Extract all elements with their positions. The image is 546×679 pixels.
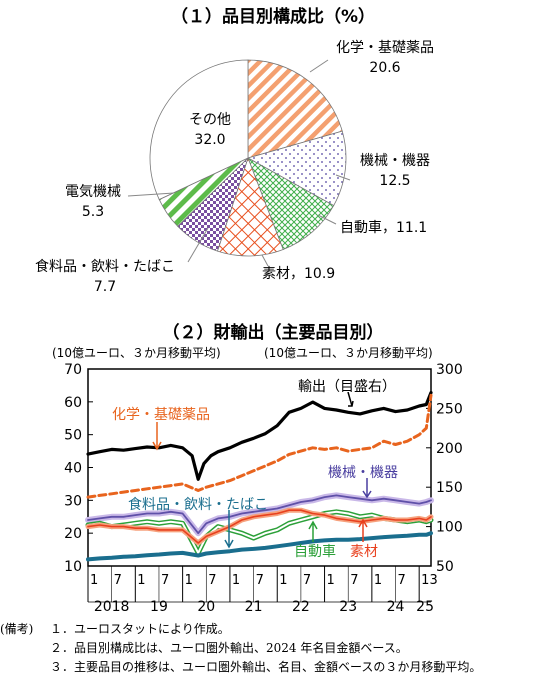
label-materials: 素材 bbox=[350, 544, 378, 560]
arrow-machinery bbox=[362, 478, 372, 499]
slice-name: 素材 bbox=[262, 266, 290, 282]
note-line-1: １．ユーロスタットにより作成。 bbox=[50, 622, 230, 636]
left-tick-label: 20 bbox=[64, 526, 82, 542]
x-year-label: 24 bbox=[387, 599, 405, 615]
slice-value: 10.9 bbox=[304, 266, 336, 282]
x-year-label: 20 bbox=[197, 599, 215, 615]
pie-label-electrical: 電気機械 5.3 bbox=[58, 182, 128, 222]
pie-slice-2 bbox=[247, 157, 335, 250]
right-tick-label: 300 bbox=[436, 362, 463, 378]
x-year-label: 25 bbox=[416, 599, 434, 615]
note-line-2: ２．品目別構成比は、ユーロ圏外輸出、2024 年名目金額ベース。 bbox=[50, 641, 408, 655]
label-chemicals: 化学・基礎薬品 bbox=[112, 407, 210, 423]
slice-name: 機械・機器 bbox=[360, 153, 430, 169]
left-tick-label: 30 bbox=[64, 493, 82, 509]
x-month-label: 1 bbox=[137, 573, 145, 588]
x-year-label: 22 bbox=[292, 599, 310, 615]
line-title: （２）財輸出（主要品目別） bbox=[162, 323, 384, 343]
label-exports: 輸出（目盛右） bbox=[298, 379, 396, 395]
x-month-label: 7 bbox=[303, 573, 311, 588]
pie-label-machinery: 機械・機器 12.5 bbox=[350, 151, 440, 191]
label-food: 食料品・飲料・たばこ bbox=[128, 497, 268, 513]
pie-slice-0 bbox=[247, 59, 343, 159]
left-tick-label: 10 bbox=[64, 559, 82, 575]
slice-name: 化学・基礎薬品 bbox=[336, 40, 434, 56]
pie-label-chemicals: 化学・基礎薬品 20.6 bbox=[330, 38, 440, 78]
left-tick-label: 40 bbox=[64, 461, 82, 477]
note-line-3: ３．主要品目の推移は、ユーロ圏外輸出、名目、金額ベースの３か月移動平均。 bbox=[50, 660, 482, 674]
series-line-2-inner bbox=[87, 494, 432, 535]
slice-value: 12.5 bbox=[379, 173, 411, 189]
pie-slice-3 bbox=[216, 156, 284, 257]
arrow-exports bbox=[347, 392, 354, 407]
x-month-label: 7 bbox=[256, 573, 264, 588]
x-month-label: 7 bbox=[398, 573, 406, 588]
slice-value: 5.3 bbox=[81, 204, 105, 220]
x-month-label: 13 bbox=[421, 573, 438, 588]
slice-value: 7.7 bbox=[93, 279, 117, 295]
pie-slice-1 bbox=[246, 130, 347, 207]
x-month-label: 1 bbox=[90, 573, 98, 588]
pie-label-food: 食料品・飲料・たばこ 7.7 bbox=[20, 257, 190, 297]
slice-value: 11.1 bbox=[396, 220, 428, 236]
x-month-label: 7 bbox=[114, 573, 122, 588]
pie-label-materials: 素材，10.9 bbox=[262, 266, 336, 282]
pie-slice-6 bbox=[149, 59, 249, 201]
x-month-label: 1 bbox=[279, 573, 287, 588]
left-tick-label: 50 bbox=[64, 428, 82, 444]
label-automobiles: 自動車 bbox=[294, 544, 336, 560]
left-tick-label: 60 bbox=[64, 395, 82, 411]
slice-name: 電気機械 bbox=[65, 184, 121, 200]
x-year-label: 23 bbox=[339, 599, 357, 615]
x-year-label: 21 bbox=[245, 599, 263, 615]
right-tick-label: 200 bbox=[436, 441, 463, 457]
x-month-label: 1 bbox=[232, 573, 240, 588]
x-month-label: 7 bbox=[208, 573, 216, 588]
slice-name: その他 bbox=[189, 112, 231, 128]
label-machinery: 機械・機器 bbox=[328, 465, 398, 481]
series-line-1 bbox=[86, 393, 433, 499]
right-tick-label: 50 bbox=[436, 559, 454, 575]
x-year-label: 2018 bbox=[94, 599, 130, 615]
notes-label: (備考) bbox=[0, 622, 34, 636]
slice-value: 32.0 bbox=[194, 132, 226, 148]
right-tick-label: 100 bbox=[436, 520, 463, 536]
arrow-automobiles bbox=[308, 520, 318, 542]
arrow-materials bbox=[358, 518, 368, 542]
series-line-4-inner bbox=[87, 509, 432, 544]
pie-label-other: その他 32.0 bbox=[170, 110, 250, 150]
slice-name: 食料品・飲料・たばこ bbox=[35, 259, 175, 275]
series-line-5 bbox=[86, 531, 433, 562]
pie-label-automobiles: 自動車，11.1 bbox=[340, 220, 428, 236]
x-month-label: 1 bbox=[185, 573, 193, 588]
pie-chart bbox=[127, 59, 351, 267]
arrow-chemicals bbox=[152, 422, 162, 451]
x-month-label: 7 bbox=[350, 573, 358, 588]
x-month-label: 1 bbox=[374, 573, 382, 588]
right-tick-label: 250 bbox=[436, 401, 463, 417]
x-month-label: 1 bbox=[327, 573, 335, 588]
left-axis-unit: (10億ユーロ、３か月移動平均) bbox=[52, 346, 221, 360]
arrow-food bbox=[224, 510, 234, 549]
right-tick-label: 150 bbox=[436, 480, 463, 496]
left-tick-label: 70 bbox=[64, 362, 82, 378]
x-month-label: 7 bbox=[161, 573, 169, 588]
x-year-label: 19 bbox=[150, 599, 168, 615]
right-axis-unit: (10億ユーロ、３か月移動平均) bbox=[264, 346, 433, 360]
slice-value: 20.6 bbox=[369, 60, 401, 76]
pie-title: （１）品目別構成比（%） bbox=[170, 7, 376, 27]
slice-name: 自動車 bbox=[340, 220, 382, 236]
series-line-0 bbox=[86, 391, 433, 481]
